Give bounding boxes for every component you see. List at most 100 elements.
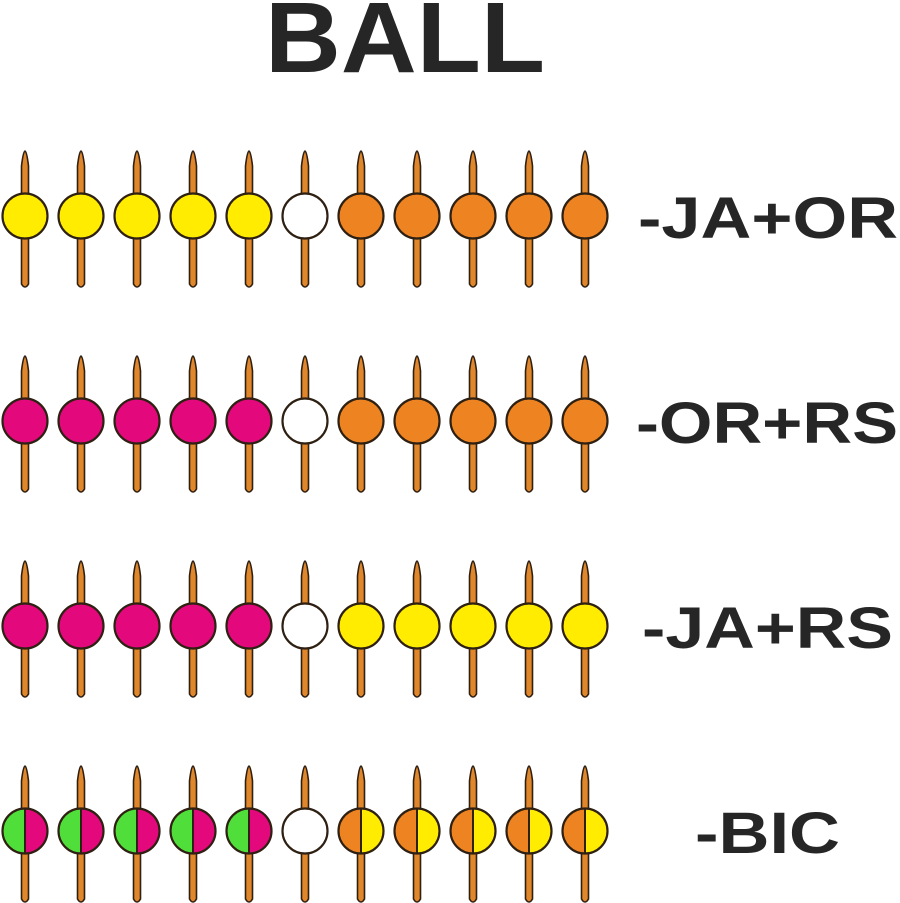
- pin: [449, 765, 497, 903]
- title: BALL: [265, 0, 545, 94]
- ball: [449, 192, 497, 240]
- pin: [225, 765, 273, 903]
- ball: [337, 397, 385, 445]
- ball-outline: [57, 807, 105, 855]
- ball-right-half: [81, 808, 104, 854]
- ball-outline: [113, 807, 161, 855]
- ball: [1, 602, 49, 650]
- pin: [113, 150, 161, 288]
- pin: [337, 355, 385, 493]
- ball: [57, 397, 105, 445]
- pin: [393, 560, 441, 698]
- ball: [561, 192, 609, 240]
- ball-right-half: [137, 808, 160, 854]
- ball: [225, 602, 273, 650]
- pin: [113, 560, 161, 698]
- pin-row: -JA+OR: [1, 150, 898, 288]
- ball-right-half: [25, 808, 48, 854]
- pin-row: -OR+RS: [1, 355, 898, 493]
- ball-left-half: [394, 808, 417, 854]
- ball: [449, 602, 497, 650]
- pin: [337, 560, 385, 698]
- ball: [57, 602, 105, 650]
- pin: [57, 355, 105, 493]
- pin: [169, 765, 217, 903]
- ball-right-half: [473, 808, 496, 854]
- row-label: -JA+RS: [642, 596, 893, 661]
- ball: [1, 192, 49, 240]
- ball-right-half: [361, 808, 384, 854]
- ball: [337, 192, 385, 240]
- ball: [393, 397, 441, 445]
- pin: [169, 560, 217, 698]
- pin: [57, 765, 105, 903]
- pin: [561, 150, 609, 288]
- pin: [449, 560, 497, 698]
- ball-right-half: [585, 808, 608, 854]
- pin: [449, 150, 497, 288]
- ball-left-half: [226, 808, 249, 854]
- ball: [505, 397, 553, 445]
- pin: [337, 150, 385, 288]
- pin: [225, 560, 273, 698]
- pin: [225, 150, 273, 288]
- pin: [169, 355, 217, 493]
- pin: [337, 765, 385, 903]
- pin-row: -JA+RS: [1, 560, 893, 698]
- pin: [561, 355, 609, 493]
- pin: [561, 765, 609, 903]
- ball: [225, 192, 273, 240]
- ball-left-half: [2, 808, 25, 854]
- pin: [57, 560, 105, 698]
- ball: [281, 602, 329, 650]
- ball: [113, 602, 161, 650]
- row-label: -JA+OR: [638, 186, 898, 251]
- pin: [113, 355, 161, 493]
- ball: [169, 192, 217, 240]
- ball-left-half: [170, 808, 193, 854]
- pin: [505, 765, 553, 903]
- ball: [113, 192, 161, 240]
- ball: [1, 397, 49, 445]
- ball-outline: [393, 807, 441, 855]
- pin: [281, 765, 329, 903]
- ball-outline: [505, 807, 553, 855]
- pin: [225, 355, 273, 493]
- pin-row: -BIC: [1, 765, 840, 903]
- ball-left-half: [562, 808, 585, 854]
- ball: [561, 397, 609, 445]
- ball-right-half: [417, 808, 440, 854]
- ball: [449, 397, 497, 445]
- ball: [561, 602, 609, 650]
- ball-right-half: [529, 808, 552, 854]
- ball-left-half: [338, 808, 361, 854]
- pin: [281, 560, 329, 698]
- ball-outline: [337, 807, 385, 855]
- pin: [393, 765, 441, 903]
- ball-left-half: [450, 808, 473, 854]
- ball: [225, 397, 273, 445]
- ball: [281, 192, 329, 240]
- ball: [505, 602, 553, 650]
- ball-right-half: [249, 808, 272, 854]
- pin: [1, 150, 49, 288]
- pin: [113, 765, 161, 903]
- ball: [393, 192, 441, 240]
- pin: [449, 355, 497, 493]
- pin: [1, 560, 49, 698]
- pin: [1, 765, 49, 903]
- ball: [393, 602, 441, 650]
- ball: [281, 807, 329, 855]
- pin: [393, 355, 441, 493]
- ball-outline: [1, 807, 49, 855]
- ball-left-half: [114, 808, 137, 854]
- row-label: -BIC: [695, 801, 840, 866]
- pin: [393, 150, 441, 288]
- ball-left-half: [506, 808, 529, 854]
- ball: [113, 397, 161, 445]
- ball: [169, 602, 217, 650]
- ball-left-half: [58, 808, 81, 854]
- ball-outline: [169, 807, 217, 855]
- row-label: -OR+RS: [636, 391, 898, 456]
